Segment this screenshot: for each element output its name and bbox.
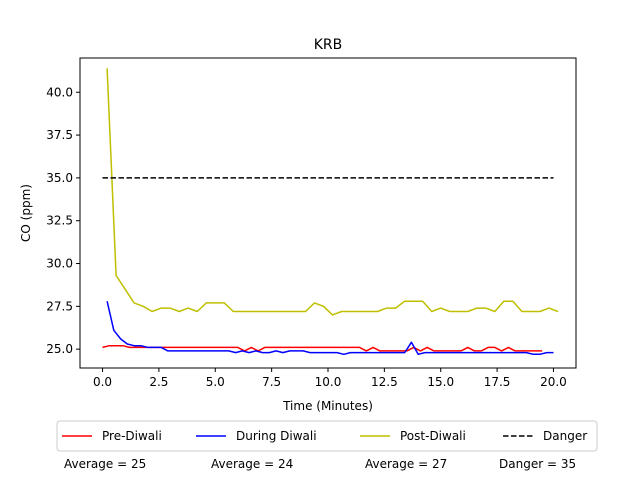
averages-row: Average = 25 Average = 24 Average = 27 Dang… — [64, 457, 576, 471]
legend: Pre-Diwali During Diwali Post-Diwali Danger — [56, 420, 598, 452]
y-tick-label: 35.0 — [46, 171, 73, 185]
legend-label: Pre-Diwali — [102, 429, 162, 443]
x-tick-label: 5.0 — [206, 375, 225, 389]
plot-frame — [79, 57, 577, 369]
average-label: Danger = 35 — [499, 457, 576, 471]
x-tick-label: 12.5 — [371, 375, 398, 389]
y-tick-label: 37.5 — [46, 128, 73, 142]
x-axis-title: Time (Minutes) — [282, 399, 373, 413]
y-tick-label: 40.0 — [46, 85, 73, 99]
chart-title: KRB — [314, 37, 343, 53]
x-tick-label: 0.0 — [93, 375, 112, 389]
x-axis: 0.0 2.5 5.0 7.5 10.0 12.5 15.0 17.5 20.0 — [93, 368, 567, 389]
legend-label: Danger — [543, 429, 587, 443]
x-tick-label: 17.5 — [484, 375, 511, 389]
y-tick-label: 25.0 — [46, 342, 73, 356]
x-tick-label: 7.5 — [262, 375, 281, 389]
x-tick-label: 10.0 — [315, 375, 342, 389]
y-tick-label: 32.5 — [46, 214, 73, 228]
y-axis-title: CO (ppm) — [19, 184, 33, 242]
series-line-pre-diwali — [102, 344, 543, 352]
x-tick-label: 15.0 — [427, 375, 454, 389]
y-tick-label: 27.5 — [46, 299, 73, 313]
plot-area — [102, 68, 559, 356]
y-tick-label: 30.0 — [46, 257, 73, 271]
average-label: Average = 24 — [211, 457, 293, 471]
legend-label: During Diwali — [236, 429, 317, 443]
legend-label: Post-Diwali — [400, 429, 466, 443]
x-tick-label: 20.0 — [540, 375, 567, 389]
average-label: Average = 25 — [64, 457, 146, 471]
x-tick-label: 2.5 — [149, 375, 168, 389]
y-axis: 25.0 27.5 30.0 32.5 35.0 37.5 40.0 — [46, 85, 80, 356]
series-line-post-diwali — [106, 68, 559, 316]
average-label: Average = 27 — [365, 457, 447, 471]
series-line-during-diwali — [106, 301, 554, 356]
legend-frame — [56, 420, 598, 452]
